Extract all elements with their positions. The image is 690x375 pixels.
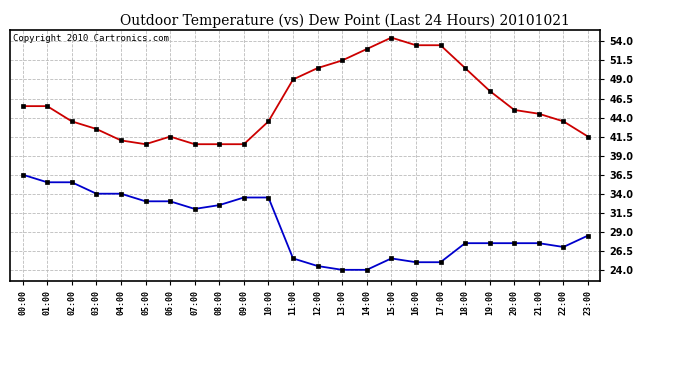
Text: Copyright 2010 Cartronics.com: Copyright 2010 Cartronics.com xyxy=(13,34,169,43)
Text: Outdoor Temperature (vs) Dew Point (Last 24 Hours) 20101021: Outdoor Temperature (vs) Dew Point (Last… xyxy=(120,13,570,27)
